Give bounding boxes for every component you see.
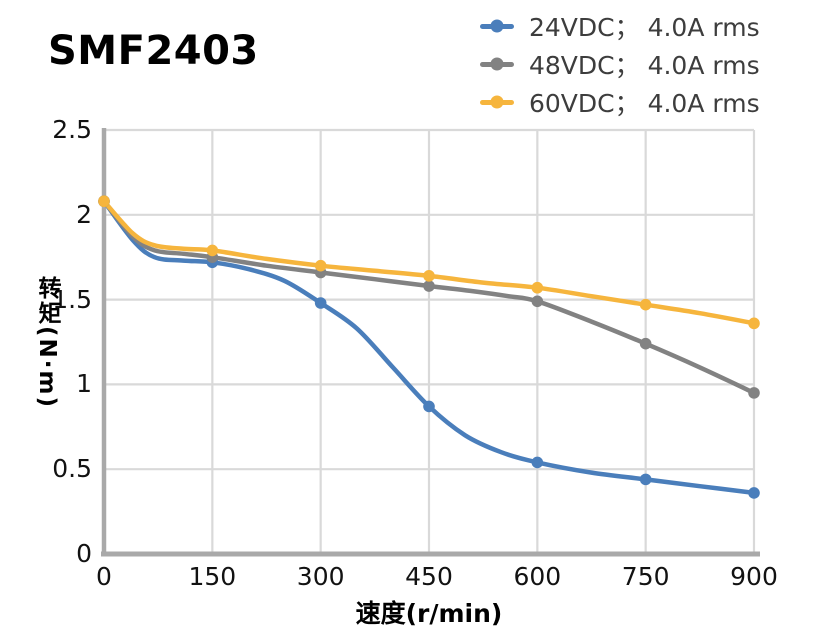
y-tick-label: 2.5 <box>52 115 92 144</box>
x-tick-label: 750 <box>621 562 670 591</box>
series-marker-2 <box>748 317 760 330</box>
x-tick-label: 150 <box>188 562 237 591</box>
series-marker-0 <box>748 487 760 499</box>
series-line-2 <box>101 198 757 326</box>
series-marker-1 <box>748 387 760 399</box>
series-marker-0 <box>639 473 652 486</box>
series-marker-0 <box>423 400 435 413</box>
legend-item-0: 24VDC； 4.0A rms <box>480 7 760 45</box>
series-marker-2 <box>206 244 219 257</box>
series-marker-0 <box>531 456 544 469</box>
legend-dot-icon <box>490 95 504 109</box>
legend-dot-icon <box>490 57 504 71</box>
series-marker-2 <box>98 195 110 208</box>
x-tick-label: 900 <box>730 562 778 591</box>
y-tick-label: 1.5 <box>52 284 92 314</box>
legend-line-icon <box>480 57 514 71</box>
y-tick-label: 1 <box>76 369 92 399</box>
series-line-1 <box>101 198 757 396</box>
series-line-0 <box>101 198 757 496</box>
series-marker-2 <box>531 281 544 294</box>
series-marker-1 <box>639 337 652 350</box>
legend-label: 48VDC； 4.0A rms <box>529 51 760 80</box>
legend-line-icon <box>480 19 514 33</box>
x-tick-label: 600 <box>513 562 562 591</box>
x-tick-label: 450 <box>405 562 453 591</box>
series-marker-2 <box>314 259 327 272</box>
series-marker-2 <box>639 298 652 311</box>
legend: 24VDC； 4.0A rms 48VDC； 4.0A rms 60VDC； 4.0… <box>480 7 760 121</box>
y-tick-label: 0 <box>76 539 92 568</box>
x-axis-title: 速度(r/min) <box>355 599 503 628</box>
y-tick-label: 2 <box>76 199 92 229</box>
series-marker-1 <box>423 280 435 292</box>
x-tick-label: 0 <box>96 562 112 591</box>
chart-title: SMF2403 <box>48 28 259 74</box>
legend-label: 24VDC； 4.0A rms <box>529 13 760 42</box>
y-tick-label: 0.5 <box>52 454 92 484</box>
legend-item-2: 60VDC； 4.0A rms <box>480 83 760 121</box>
legend-label: 60VDC； 4.0A rms <box>529 89 760 118</box>
legend-line-icon <box>480 95 514 109</box>
series-marker-1 <box>531 295 544 308</box>
legend-dot-icon <box>490 19 504 33</box>
series-marker-0 <box>314 297 327 309</box>
legend-item-1: 48VDC； 4.0A rms <box>480 45 760 83</box>
y-axis-title: 转矩(N·m) <box>34 276 60 409</box>
series-marker-2 <box>423 270 435 282</box>
x-tick-label: 300 <box>296 562 345 591</box>
